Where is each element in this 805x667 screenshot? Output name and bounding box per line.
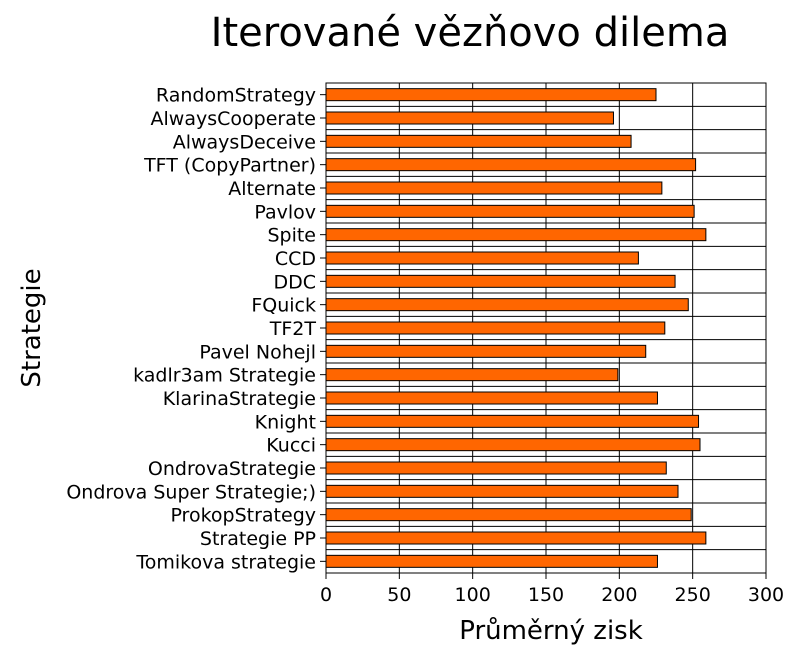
category-label: Ondrova Super Strategie;) bbox=[66, 481, 316, 503]
bar bbox=[325, 461, 667, 475]
bar bbox=[325, 321, 666, 335]
category-label: TF2T bbox=[269, 318, 317, 340]
category-label: FQuick bbox=[251, 295, 316, 317]
bar bbox=[325, 228, 707, 242]
bar bbox=[325, 554, 658, 568]
x-ticks: 0 50 100 150 200 250 300 bbox=[320, 94, 784, 606]
category-label: RandomStrategy bbox=[156, 85, 316, 107]
bar bbox=[325, 134, 632, 148]
category-label: KlarinaStrategie bbox=[163, 388, 316, 410]
category-label: ProkopStrategy bbox=[170, 505, 316, 527]
bar bbox=[325, 251, 639, 265]
category-label: Spite bbox=[267, 225, 316, 247]
category-label: Alternate bbox=[228, 178, 316, 200]
y-axis-label: Strategie bbox=[17, 268, 47, 387]
category-label: TFT (CopyPartner) bbox=[143, 155, 316, 177]
bar bbox=[325, 344, 647, 358]
category-label: Kucci bbox=[266, 435, 316, 457]
chart-title: Iterované vězňovo dilema bbox=[211, 10, 730, 56]
category-label: DDC bbox=[273, 271, 316, 293]
category-label: AlwaysCooperate bbox=[151, 108, 316, 130]
category-label: Strategie PP bbox=[200, 528, 316, 550]
tick-label: 250 bbox=[675, 584, 711, 606]
bar bbox=[325, 414, 700, 428]
bar bbox=[325, 111, 614, 125]
category-label: Pavel Nohejl bbox=[199, 341, 316, 363]
bar bbox=[325, 298, 689, 312]
bar bbox=[325, 181, 663, 195]
category-label: AlwaysDeceive bbox=[173, 131, 316, 153]
tick-label: 300 bbox=[748, 584, 784, 606]
tick-label: 50 bbox=[387, 584, 411, 606]
bar bbox=[325, 158, 697, 172]
tick-label: 100 bbox=[455, 584, 491, 606]
tick-label: 150 bbox=[528, 584, 564, 606]
category-labels: RandomStrategyAlwaysCooperateAlwaysDecei… bbox=[66, 85, 316, 574]
bars bbox=[325, 88, 707, 568]
bar bbox=[325, 274, 676, 288]
category-label: Tomikova strategie bbox=[135, 551, 316, 573]
category-label: OndrovaStrategie bbox=[148, 458, 316, 480]
bar bbox=[325, 438, 701, 452]
bar bbox=[325, 368, 619, 382]
x-axis-label: Průměrný zisk bbox=[459, 616, 643, 646]
bar bbox=[325, 204, 695, 218]
category-label: CCD bbox=[275, 248, 316, 270]
tick-label: 200 bbox=[601, 584, 637, 606]
bar bbox=[325, 508, 692, 522]
category-label: kadlr3am Strategie bbox=[133, 365, 316, 387]
bar bbox=[325, 391, 658, 405]
bar bbox=[325, 531, 707, 545]
bar bbox=[325, 484, 679, 498]
category-label: Knight bbox=[255, 411, 316, 433]
tick-label: 0 bbox=[320, 584, 332, 606]
bar bbox=[325, 88, 657, 102]
category-label: Pavlov bbox=[254, 201, 316, 223]
